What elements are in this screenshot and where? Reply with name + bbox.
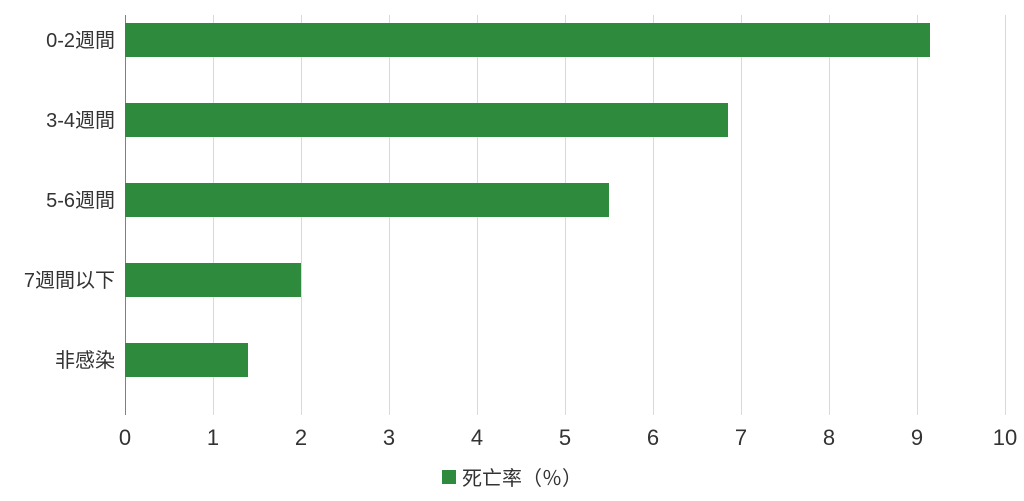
x-tick-label: 7 [735,425,747,451]
x-tick-label: 8 [823,425,835,451]
x-tick-label: 3 [383,425,395,451]
gridline [741,15,742,415]
y-category-label: 3-4週間 [10,111,115,131]
x-tick-label: 0 [119,425,131,451]
x-tick-label: 6 [647,425,659,451]
bar [125,263,301,297]
legend-label: 死亡率（％） [462,468,582,490]
x-tick-label: 9 [911,425,923,451]
legend: 死亡率（％） [10,462,1014,491]
y-category-label: 5-6週間 [10,191,115,211]
bar [125,23,930,57]
y-category-label: 非感染 [10,351,115,371]
x-tick-label: 2 [295,425,307,451]
y-category-label: 0-2週間 [10,31,115,51]
gridline [653,15,654,415]
x-tick-label: 10 [993,425,1017,451]
mortality-bar-chart: 死亡率（％） 0 1 2 3 4 5 6 7 8 9 10 0-2週間 3-4週間 5-6週間 7週間以下非… [10,15,1014,491]
x-tick-label: 1 [207,425,219,451]
bar [125,343,248,377]
x-tick-label: 5 [559,425,571,451]
bar [125,183,609,217]
x-tick-label: 4 [471,425,483,451]
legend-swatch [442,470,456,484]
bar [125,103,728,137]
gridline [829,15,830,415]
gridline [917,15,918,415]
y-category-label: 7週間以下 [10,271,115,291]
gridline [1005,15,1006,415]
